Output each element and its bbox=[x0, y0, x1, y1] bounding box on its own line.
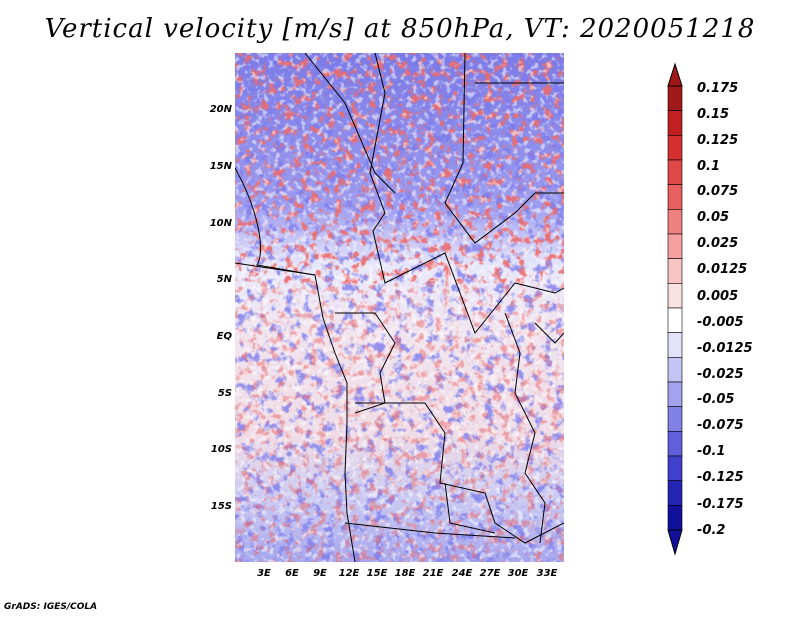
colorbar-label: -0.075 bbox=[697, 418, 744, 433]
colorbar-cell bbox=[667, 258, 683, 284]
lon-label-27e: 27E bbox=[479, 568, 501, 579]
velocity-map bbox=[235, 53, 564, 562]
lon-label-6e: 6E bbox=[285, 568, 299, 579]
colorbar-cell bbox=[667, 480, 683, 506]
credit-text: GrADS: IGES/COLA bbox=[4, 602, 98, 612]
colorbar-cells bbox=[667, 85, 683, 531]
colorbar-label: -0.0125 bbox=[697, 341, 753, 356]
lon-label-21e: 21E bbox=[422, 568, 444, 579]
colorbar-label: -0.125 bbox=[697, 470, 744, 485]
colorbar-cell bbox=[667, 357, 683, 383]
colorbar-label: 0.0125 bbox=[697, 262, 748, 277]
map-svg bbox=[235, 53, 564, 562]
colorbar-label: 0.175 bbox=[697, 81, 739, 96]
lon-label-33e: 33E bbox=[536, 568, 558, 579]
colorbar-cell bbox=[667, 332, 683, 358]
colorbar-label: 0.1 bbox=[697, 159, 721, 174]
lat-label-10s: 10S bbox=[210, 444, 232, 455]
colorbar-cell bbox=[667, 233, 683, 259]
lon-label-18e: 18E bbox=[394, 568, 416, 579]
colorbar-cell bbox=[667, 455, 683, 481]
lon-label-15e: 15E bbox=[366, 568, 388, 579]
lat-label-15s: 15S bbox=[210, 501, 232, 512]
colorbar-label: -0.005 bbox=[697, 315, 744, 330]
colorbar bbox=[667, 62, 683, 556]
colorbar-label: -0.05 bbox=[697, 392, 735, 407]
colorbar-label: 0.025 bbox=[697, 236, 739, 251]
colorbar-label: -0.1 bbox=[697, 444, 726, 459]
colorbar-min-arrow bbox=[667, 529, 683, 556]
colorbar-label: -0.2 bbox=[697, 523, 726, 538]
lat-label-20n: 20N bbox=[209, 104, 232, 115]
lat-label-eq: EQ bbox=[216, 331, 232, 342]
colorbar-label: 0.05 bbox=[697, 210, 730, 225]
colorbar-cell bbox=[667, 159, 683, 185]
colorbar-label: 0.005 bbox=[697, 289, 739, 304]
lat-label-10n: 10N bbox=[209, 218, 232, 229]
lon-label-30e: 30E bbox=[507, 568, 529, 579]
colorbar-cell bbox=[667, 381, 683, 407]
colorbar-max-arrow bbox=[667, 62, 683, 87]
colorbar-cell bbox=[667, 135, 683, 161]
field-neutral bbox=[235, 53, 564, 562]
colorbar-label: 0.15 bbox=[697, 107, 730, 122]
colorbar-label: 0.125 bbox=[697, 133, 739, 148]
colorbar-cell bbox=[667, 283, 683, 309]
lat-label-5s: 5S bbox=[217, 388, 232, 399]
colorbar-cell bbox=[667, 505, 683, 531]
colorbar-label: -0.025 bbox=[697, 367, 744, 382]
lon-label-24e: 24E bbox=[451, 568, 473, 579]
colorbar-cell bbox=[667, 184, 683, 210]
lon-label-12e: 12E bbox=[338, 568, 360, 579]
plot-title: Vertical velocity [m/s] at 850hPa, VT: 2… bbox=[44, 14, 756, 44]
colorbar-cell bbox=[667, 209, 683, 235]
colorbar-cell bbox=[667, 85, 683, 111]
colorbar-cell bbox=[667, 307, 683, 333]
lon-label-3e: 3E bbox=[257, 568, 271, 579]
colorbar-cell bbox=[667, 406, 683, 432]
colorbar-cell bbox=[667, 431, 683, 457]
colorbar-cell bbox=[667, 110, 683, 136]
colorbar-label: -0.175 bbox=[697, 497, 744, 512]
lat-label-5n: 5N bbox=[216, 274, 232, 285]
colorbar-label: 0.075 bbox=[697, 184, 739, 199]
country-borders bbox=[235, 53, 564, 562]
lon-label-9e: 9E bbox=[313, 568, 327, 579]
lat-label-15n: 15N bbox=[209, 161, 232, 172]
